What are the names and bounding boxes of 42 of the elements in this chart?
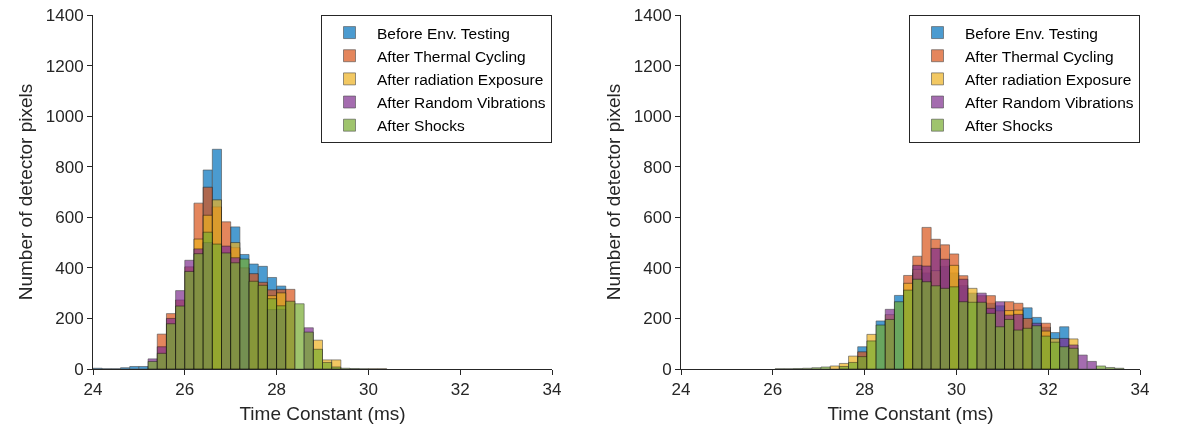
y-tick-label: 1000 [633,107,672,127]
legend-label: After Random Vibrations [965,94,1134,112]
y-tick-label: 600 [643,208,672,228]
y-tick-label: 800 [643,157,672,177]
legend-label: Before Env. Testing [377,24,510,42]
x-tick-label: 24 [671,380,691,400]
y-tick-label: 800 [55,157,84,177]
x-tick-label: 26 [763,380,783,400]
x-tick-label: 30 [358,380,378,400]
y-tick-label: 1200 [45,56,84,76]
y-tick-label: 1000 [45,107,84,127]
legend-label: After Thermal Cycling [377,47,526,65]
y-tick-label: 400 [55,258,84,278]
legend-label: After Shocks [965,117,1054,135]
legend-label: Before Env. Testing [965,24,1098,42]
legend-label: After Shocks [377,117,466,135]
legend-label: After Thermal Cycling [965,47,1114,65]
x-tick-label: 32 [450,380,470,400]
x-tick-label: 28 [267,380,287,400]
legend-label: After Random Vibrations [377,94,546,112]
x-tick-label: 28 [855,380,875,400]
x-axis-title: Time Constant (ms) [827,403,994,425]
y-tick-label: 600 [55,208,84,228]
legend-label: After radiation Exposure [965,70,1132,88]
x-tick-label: 24 [83,380,103,400]
x-tick-label: 34 [542,380,562,400]
y-tick-label: 0 [74,359,84,379]
legend-label: After radiation Exposure [377,70,544,88]
y-axis-title: Number of detector pixels [602,83,624,301]
y-tick-label: 200 [55,309,84,329]
y-axis-title: Number of detector pixels [14,83,36,301]
y-tick-label: 200 [643,309,672,329]
x-axis-title: Time Constant (ms) [239,403,406,425]
y-tick-label: 1400 [45,5,84,25]
x-tick-label: 34 [1130,380,1150,400]
x-tick-label: 26 [175,380,195,400]
y-tick-label: 0 [662,359,672,379]
x-tick-label: 30 [946,380,966,400]
y-tick-label: 400 [643,258,672,278]
y-tick-label: 1400 [633,5,672,25]
y-tick-label: 1200 [633,56,672,76]
x-tick-label: 32 [1038,380,1058,400]
